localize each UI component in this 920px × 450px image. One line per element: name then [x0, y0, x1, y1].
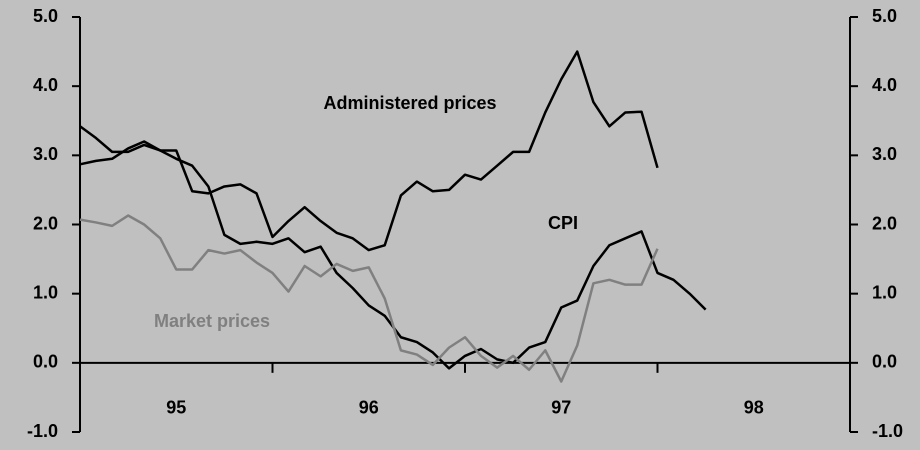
- y-tick-label: 2.0: [33, 213, 58, 233]
- series-label: CPI: [548, 213, 578, 233]
- series-line: [79, 214, 659, 383]
- y-tick-label: 3.0: [33, 144, 58, 164]
- y2-tick-label: 0.0: [872, 352, 897, 372]
- y-tick-label: 0.0: [33, 352, 58, 372]
- series-label: Market prices: [154, 311, 270, 331]
- y2-tick-label: -1.0: [872, 421, 903, 441]
- y2-tick-label: 1.0: [872, 282, 897, 302]
- x-tick-label: 98: [744, 398, 764, 418]
- y2-tick-label: 3.0: [872, 144, 897, 164]
- y2-tick-label: 2.0: [872, 213, 897, 233]
- series-label: Administered prices: [323, 93, 496, 113]
- series-line: [79, 50, 659, 252]
- y-tick-label: 4.0: [33, 75, 58, 95]
- x-tick-label: 96: [359, 398, 379, 418]
- y2-tick-label: 4.0: [872, 75, 897, 95]
- y-tick-label: 5.0: [33, 6, 58, 26]
- x-tick-label: 95: [166, 398, 186, 418]
- y2-tick-label: 5.0: [872, 6, 897, 26]
- y-tick-label: -1.0: [27, 421, 58, 441]
- y-tick-label: 1.0: [33, 282, 58, 302]
- series-line: [79, 125, 707, 370]
- x-tick-label: 97: [551, 398, 571, 418]
